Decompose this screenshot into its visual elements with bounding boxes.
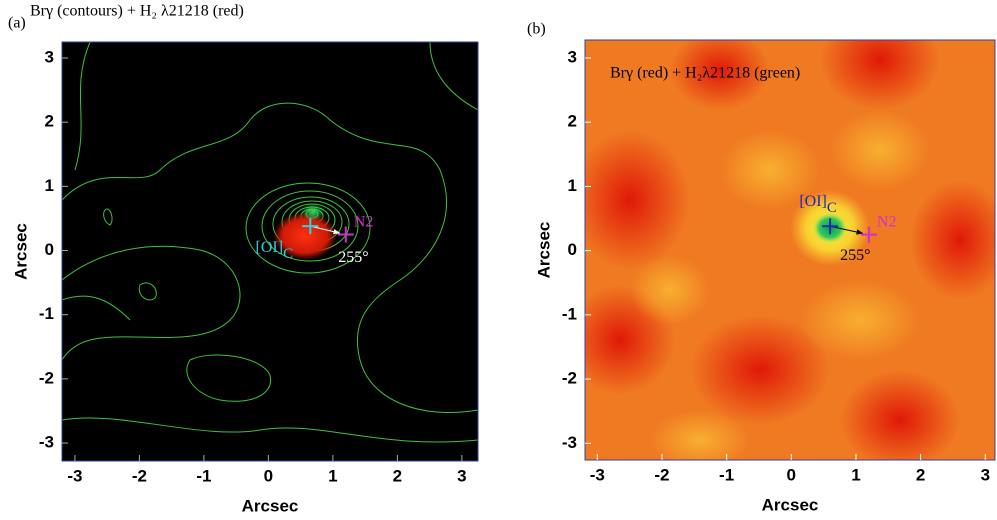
y-tick-label: 2: [568, 112, 577, 131]
x-axis-label: Arcsec: [242, 496, 299, 515]
y-tick-label: 0: [568, 240, 577, 259]
arrow-head: [856, 229, 864, 235]
x-tick-label: 1: [851, 465, 860, 484]
panel-label: (b): [527, 21, 546, 38]
chart-title: Brγ (red) + H₂λ21218 (green): [610, 65, 800, 82]
y-tick-label: 2: [45, 112, 54, 131]
x-tick-label: 1: [328, 466, 337, 485]
x-tick-label: -1: [196, 466, 211, 485]
point-subscript: C: [827, 201, 837, 217]
point-label: N2: [877, 213, 897, 230]
point-label: [OI]C: [256, 239, 294, 263]
chart-title: Brγ (contours) + H₂ λ21218 (red): [30, 3, 244, 20]
x-tick-label: 3: [457, 466, 466, 485]
x-tick-label: -1: [719, 465, 734, 484]
y-tick-label: 3: [45, 48, 54, 67]
y-tick-label: 1: [45, 176, 54, 195]
y-axis-label: Arcsec: [534, 222, 553, 279]
y-tick-label: 3: [568, 47, 577, 66]
position-marker: [822, 218, 839, 235]
x-tick-label: 0: [264, 466, 273, 485]
x-tick-label: -2: [132, 466, 147, 485]
x-tick-label: 0: [787, 465, 796, 484]
angle-label: 255°: [338, 249, 368, 266]
y-tick-label: -2: [39, 368, 54, 387]
x-tick-label: -3: [67, 466, 82, 485]
y-tick-label: -3: [39, 433, 54, 452]
point-label: N2: [354, 213, 374, 230]
x-tick-label: 3: [981, 465, 990, 484]
y-tick-label: -1: [562, 304, 577, 323]
point-name: [OI]: [256, 239, 284, 256]
position-marker: [860, 226, 877, 243]
angle-label: 255°: [840, 247, 870, 264]
plot-frame: [61, 41, 479, 462]
position-marker: [337, 226, 354, 243]
image-b: [585, 40, 995, 460]
y-tick-label: 1: [568, 176, 577, 195]
y-tick-label: -1: [39, 304, 54, 323]
x-tick-label: 2: [916, 465, 925, 484]
x-axis-label: Arcsec: [762, 495, 819, 514]
x-tick-label: -2: [654, 465, 669, 484]
y-tick-label: -2: [562, 369, 577, 388]
x-tick-label: 2: [393, 466, 402, 485]
point-name: [OI]: [799, 193, 827, 210]
y-axis-label: Arcsec: [11, 223, 30, 280]
image-a: [62, 42, 478, 461]
y-tick-label: 0: [45, 240, 54, 259]
point-name: N2: [877, 213, 897, 230]
position-marker: [302, 218, 319, 235]
point-subscript: C: [283, 247, 293, 263]
point-name: N2: [354, 213, 374, 230]
y-tick-label: -3: [562, 433, 577, 452]
x-tick-label: -3: [590, 465, 605, 484]
point-label: [OI]C: [799, 193, 837, 217]
plot-frame: [584, 39, 996, 461]
panel-label: (a): [8, 15, 26, 32]
arrow-head: [333, 228, 340, 235]
